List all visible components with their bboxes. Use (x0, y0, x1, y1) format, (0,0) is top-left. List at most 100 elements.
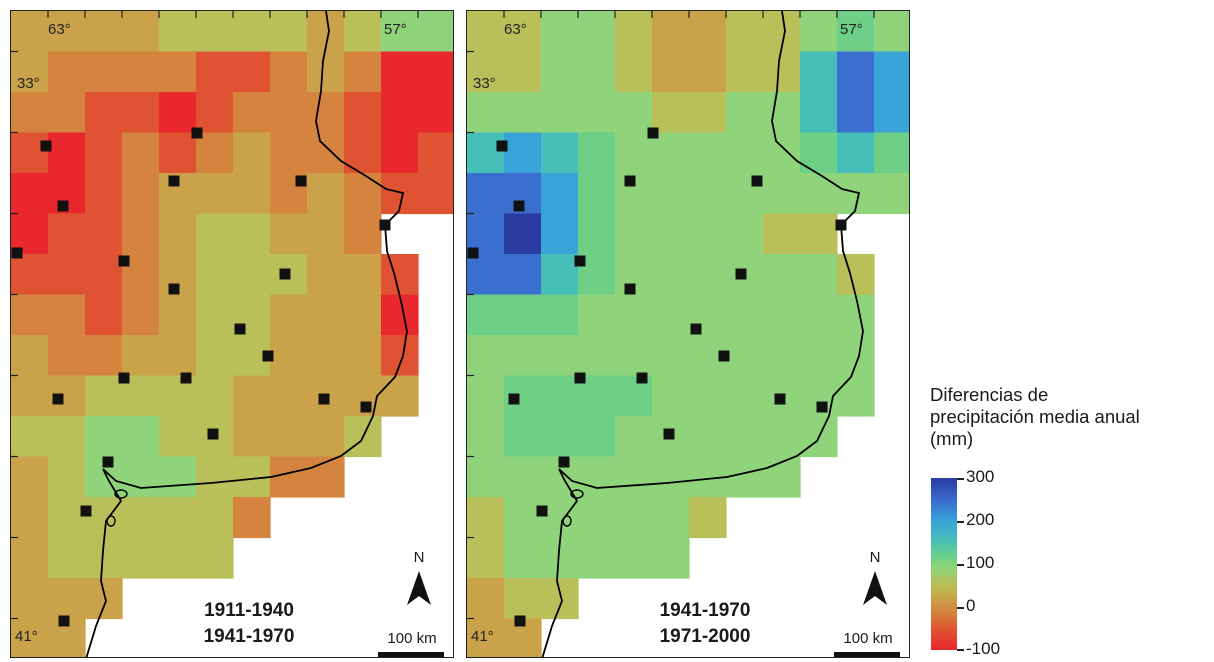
legend-title-line: Diferencias de (930, 384, 1049, 405)
lon-label-57: 57° (840, 21, 863, 38)
grid-cell (159, 51, 197, 93)
grid-cell (504, 51, 542, 93)
legend-label-minus-100: -100 (966, 639, 1001, 658)
grid-cell (578, 213, 616, 255)
grid-cell (874, 11, 909, 53)
estuary-outline (562, 515, 572, 527)
grid-cell (270, 51, 308, 93)
station-marker (735, 268, 747, 280)
station-marker (574, 255, 586, 267)
grid-cell (270, 294, 308, 336)
grid-cell (233, 51, 271, 93)
map-1941-1971: 63° 57° 33° 41° 1941-1970 1971-2000 N 10… (466, 10, 910, 658)
grid-cell (270, 335, 308, 377)
grid-cell (726, 294, 764, 336)
grid-cell (307, 173, 345, 215)
grid-cell (159, 132, 197, 174)
grid-cell (418, 11, 453, 53)
grid-cell (689, 132, 727, 174)
grid-cell (726, 92, 764, 134)
grid-cell (800, 132, 838, 174)
grid-cell (652, 92, 690, 134)
estuary-outline (114, 489, 128, 499)
grid-cell (652, 456, 690, 498)
grid-cell (85, 578, 123, 620)
station-marker (774, 393, 786, 405)
grid-cell (196, 173, 234, 215)
grid-cell (504, 578, 542, 620)
grid-cell (48, 537, 86, 579)
precipitation-grid-right (467, 11, 909, 657)
grid-cell (85, 213, 123, 255)
station-marker (514, 615, 526, 627)
grid-cell (48, 11, 86, 53)
station-marker (11, 247, 23, 259)
legend-title: Diferencias de precipitación media anual… (930, 384, 1214, 450)
grid-cell (504, 335, 542, 377)
grid-cell (467, 456, 505, 498)
grid-cell (652, 254, 690, 296)
grid-cell (541, 294, 579, 336)
grid-cell (344, 11, 382, 53)
grid-cell (344, 92, 382, 134)
grid-cell (85, 497, 123, 539)
grid-cell (763, 254, 801, 296)
grid-cell (48, 416, 86, 458)
grid-cell (615, 335, 653, 377)
grid-cell (726, 375, 764, 417)
grid-cell (504, 497, 542, 539)
grid-cell (689, 11, 727, 53)
grid-cell (344, 51, 382, 93)
grid-cell (726, 456, 764, 498)
grid-cell (837, 51, 875, 93)
legend-tick (957, 478, 964, 480)
grid-cell (196, 375, 234, 417)
grid-cell (233, 173, 271, 215)
grid-cell (578, 294, 616, 336)
station-marker (57, 200, 69, 212)
grid-cell (800, 51, 838, 93)
station-marker (751, 175, 763, 187)
grid-cell (578, 92, 616, 134)
grid-cell (307, 294, 345, 336)
grid-cell (233, 11, 271, 53)
grid-cell (615, 456, 653, 498)
station-marker (467, 247, 479, 259)
north-arrow-icon (863, 571, 887, 605)
grid-cell (307, 213, 345, 255)
grid-cell (85, 132, 123, 174)
station-marker (558, 456, 570, 468)
grid-cell (541, 51, 579, 93)
grid-cell (233, 497, 271, 539)
station-marker (508, 393, 520, 405)
legend-tick (957, 521, 964, 523)
grid-cell (652, 51, 690, 93)
grid-cell (763, 132, 801, 174)
grid-cell (48, 132, 86, 174)
grid-cell (689, 497, 727, 539)
grid-cell (467, 375, 505, 417)
legend-color-bar (931, 478, 957, 650)
legend-label-200: 200 (966, 510, 995, 529)
station-marker (379, 219, 391, 231)
grid-cell (652, 497, 690, 539)
grid-cell (467, 92, 505, 134)
grid-cell (270, 375, 308, 417)
grid-cell (159, 537, 197, 579)
scale-bar (378, 652, 444, 657)
grid-cell (763, 416, 801, 458)
grid-cell (615, 11, 653, 53)
lat-label-33: 33° (473, 75, 496, 92)
station-marker (118, 255, 130, 267)
grid-cell (233, 213, 271, 255)
grid-cell (726, 213, 764, 255)
grid-cell (652, 132, 690, 174)
station-marker (536, 505, 548, 517)
station-marker (624, 175, 636, 187)
grid-cell (196, 537, 234, 579)
grid-cell (270, 456, 308, 498)
precipitation-grid-left (11, 11, 453, 657)
grid-cell (122, 132, 160, 174)
grid-cell (48, 497, 86, 539)
grid-cell (504, 213, 542, 255)
